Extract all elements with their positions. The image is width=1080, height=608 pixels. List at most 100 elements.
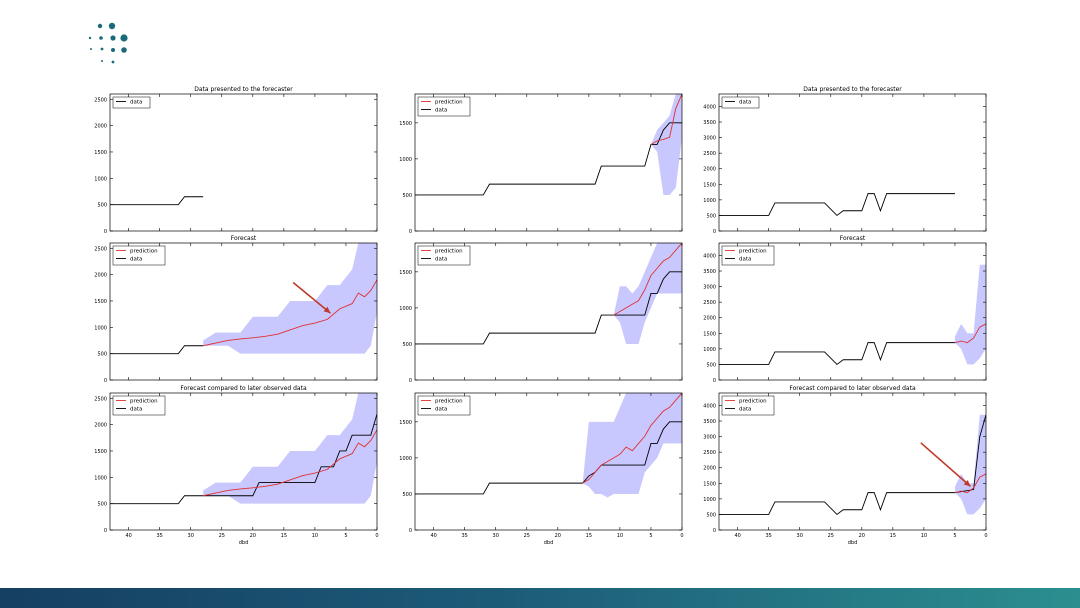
data-line: [415, 122, 682, 196]
plot-frame: [718, 93, 987, 232]
y-tick-label: 4000: [703, 403, 716, 409]
annotation-arrow-line: [920, 442, 972, 488]
y-tick-label: 3000: [703, 435, 716, 441]
chart-title: Data presented to the forecaster: [803, 86, 902, 93]
logo-dot: [110, 35, 116, 41]
chart-panel: 0 500 1000 1500 2000 2500 Data presented to th…: [94, 86, 378, 235]
legend-label: prediction: [130, 399, 158, 405]
x-tick-label: 40: [430, 533, 436, 539]
x-tick-label: 30: [797, 533, 803, 539]
data-line: [415, 271, 682, 345]
confidence-band: [582, 393, 682, 498]
y-tick-label: 3000: [703, 136, 716, 142]
x-tick-label: 20: [859, 533, 865, 539]
x-tick-label: 20: [250, 533, 256, 539]
plot-background: [719, 243, 986, 380]
y-tick-label: 1500: [399, 121, 412, 127]
chart-title: Forecast compared to later observed data: [789, 385, 916, 392]
y-tick-label: 0: [104, 378, 107, 384]
chart-panel: 0 500 1000 1500 2000 2500 3000 3500 4000 Forecast…: [703, 235, 987, 384]
data-line: [110, 196, 204, 206]
y-tick-label: 2000: [703, 466, 716, 472]
legend-label: prediction: [435, 249, 463, 255]
y-tick-label: 1000: [399, 157, 412, 163]
y-tick-label: 0: [104, 528, 107, 534]
x-axis-label: dbd: [848, 540, 858, 546]
plot-frame: [718, 392, 987, 531]
x-tick-label: 5: [344, 533, 347, 539]
footer-bar: [0, 588, 1080, 608]
legend-label: prediction: [435, 399, 463, 405]
x-tick-label: 0: [984, 533, 987, 539]
chart-panel: 0 500 1000 1500 prediction data: [399, 242, 683, 384]
plot-area: [110, 393, 377, 505]
chart-panel: 0 500 1000 1500 2000 2500 3000 3500 4000 Data pre…: [703, 86, 987, 235]
x-tick-label: 40: [734, 533, 740, 539]
chart-title: Forecast compared to later observed data: [180, 385, 307, 392]
plot-background: [110, 94, 377, 231]
y-tick-label: 1500: [94, 150, 107, 156]
y-tick-label: 2500: [94, 97, 107, 103]
annotation-arrow-head: [963, 479, 971, 487]
legend-label: prediction: [739, 249, 767, 255]
plot-area: [415, 94, 682, 196]
legend-label: data: [435, 108, 447, 114]
y-tick-label: 500: [706, 512, 716, 518]
y-tick-label: 500: [706, 213, 716, 219]
y-tick-label: 0: [104, 229, 107, 235]
chart-title: Forecast: [840, 235, 866, 242]
logo-dot: [97, 23, 103, 29]
y-tick-label: 1500: [94, 299, 107, 305]
x-tick-label: 15: [586, 533, 592, 539]
x-tick-label: 35: [461, 533, 467, 539]
x-tick-label: 15: [890, 533, 896, 539]
x-tick-label: 25: [524, 533, 530, 539]
y-tick-label: 2000: [94, 124, 107, 130]
y-tick-label: 500: [97, 352, 107, 358]
confidence-band: [203, 393, 377, 504]
legend-label: data: [739, 407, 751, 413]
logo-dot: [101, 60, 103, 62]
x-tick-label: 40: [125, 533, 131, 539]
y-tick-label: 4000: [703, 253, 716, 259]
chart-panel: 0 500 1000 1500 40 35 30 25 20 15 10 5 0 dbd predictio…: [399, 392, 684, 546]
y-tick-label: 3500: [703, 120, 716, 126]
x-tick-label: 20: [555, 533, 561, 539]
plot-area: [110, 196, 204, 206]
legend-label: prediction: [435, 100, 463, 106]
chart-panel: 0 500 1000 1500 2000 2500 3000 3500 4000 40 35 30 25…: [703, 385, 987, 546]
chart-panel: 0 500 1000 1500 2000 2500 Forecast prediction da…: [94, 235, 378, 384]
logo-dot: [108, 22, 116, 30]
x-axis-label: dbd: [239, 540, 249, 546]
plot-area: [415, 393, 682, 498]
chart-title: Forecast: [231, 235, 257, 242]
data-line: [110, 345, 204, 355]
y-tick-label: 3000: [703, 285, 716, 291]
legend-label: prediction: [130, 249, 158, 255]
y-tick-label: 500: [97, 203, 107, 209]
logo-dot: [100, 47, 104, 51]
data-line: [110, 413, 377, 505]
logo-dot: [121, 47, 127, 53]
y-tick-label: 2500: [94, 396, 107, 402]
x-tick-label: 5: [953, 533, 956, 539]
confidence-band: [954, 264, 986, 365]
legend-label: data: [130, 257, 142, 263]
y-tick-label: 1500: [703, 331, 716, 337]
legend-label: prediction: [739, 399, 767, 405]
y-tick-label: 0: [409, 528, 412, 534]
plot-frame: [718, 242, 987, 381]
y-tick-label: 1500: [94, 449, 107, 455]
plot-area: [719, 264, 986, 366]
legend-label: data: [739, 257, 751, 263]
y-tick-label: 0: [409, 378, 412, 384]
confidence-band: [954, 414, 986, 515]
y-tick-label: 500: [402, 492, 412, 498]
logo: [88, 22, 128, 64]
plot-frame: [414, 93, 683, 232]
plot-frame: [109, 93, 378, 232]
prediction-line: [954, 323, 986, 344]
legend-box: [721, 96, 760, 109]
x-axis-label: dbd: [544, 540, 554, 546]
